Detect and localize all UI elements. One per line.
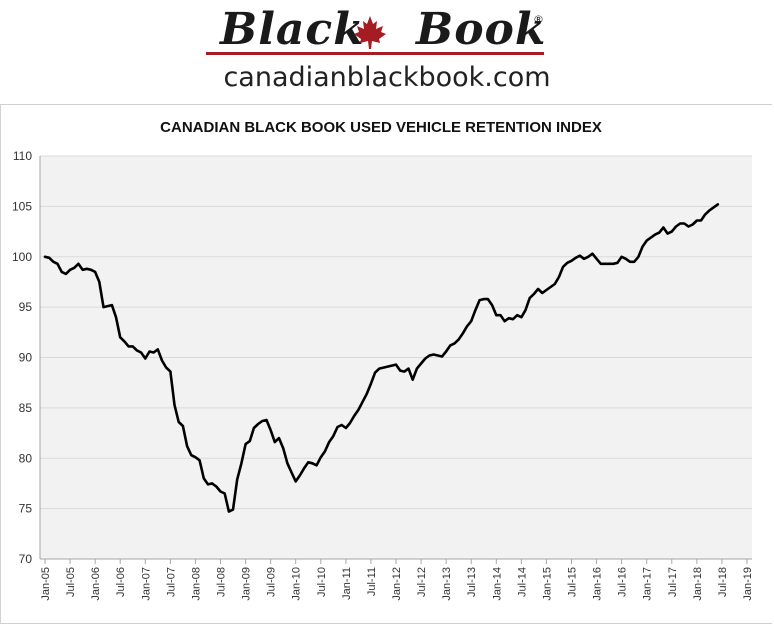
x-tick-label: Jul-15 (567, 567, 579, 597)
chart-title: CANADIAN BLACK BOOK USED VEHICLE RETENTI… (160, 119, 602, 136)
website-url: canadianblackbook.com (223, 62, 551, 93)
x-tick-label: Jan-13 (441, 567, 453, 601)
x-tick-label: Jul-13 (466, 567, 478, 597)
x-tick-label: Jul-07 (165, 567, 177, 597)
x-tick-label: Jul-09 (266, 567, 278, 597)
y-tick-label: 85 (19, 401, 33, 415)
x-tick-label: Jul-05 (65, 567, 77, 597)
x-tick-label: Jan-15 (541, 567, 553, 601)
x-tick-label: Jan-14 (491, 567, 503, 601)
x-tick-label: Jan-16 (592, 567, 604, 601)
x-tick-label: Jul-12 (416, 567, 428, 597)
x-tick-label: Jan-19 (742, 567, 754, 601)
x-tick-label: Jul-08 (216, 567, 228, 597)
x-tick-label: Jul-06 (115, 567, 127, 597)
x-tick-label: Jul-17 (667, 567, 679, 597)
retention-index-line (43, 203, 720, 513)
x-tick-label: Jan-17 (642, 567, 654, 601)
brand-word-book: Book (416, 4, 547, 55)
x-tick-label: Jan-10 (291, 567, 303, 601)
brand-underline (206, 52, 544, 55)
logo-header: Black Book ® canadianblackbook.com (0, 0, 774, 104)
x-tick-label: Jul-11 (366, 567, 378, 596)
y-tick-label: 105 (12, 199, 32, 213)
y-tick-label: 100 (12, 250, 32, 264)
x-tick-label: Jul-14 (516, 567, 528, 597)
brand-logo: Black Book (206, 4, 546, 56)
registered-mark: ® (533, 13, 544, 26)
x-tick-label: Jan-07 (140, 567, 152, 601)
maple-leaf-icon (354, 16, 386, 49)
chart-frame (0, 104, 772, 624)
line-chart: 70 75 80 85 90 95 100 105 110 Jan-05 Jul-05 Jan-06 J… (12, 149, 754, 601)
x-tick-label: Jul-10 (316, 567, 328, 597)
y-tick-label: 70 (19, 552, 33, 566)
x-tick-label: Jan-12 (391, 567, 403, 601)
y-tick-label: 80 (19, 451, 33, 465)
x-tick-label: Jan-18 (692, 567, 704, 601)
brand-word-black: Black (220, 4, 365, 55)
x-tick-label: Jul-18 (717, 567, 729, 597)
x-tick-label: Jan-09 (241, 567, 253, 601)
y-tick-label: 110 (13, 149, 32, 163)
y-tick-label: 95 (19, 300, 33, 314)
x-tick-label: Jul-16 (617, 567, 629, 597)
y-tick-label: 90 (19, 351, 33, 365)
x-tick-label: Jan-05 (40, 567, 52, 601)
x-tick-label: Jan-08 (190, 567, 202, 601)
x-tick-label: Jan-06 (90, 567, 102, 601)
y-tick-label: 75 (19, 502, 33, 516)
x-tick-label: Jan-11 (341, 567, 353, 600)
